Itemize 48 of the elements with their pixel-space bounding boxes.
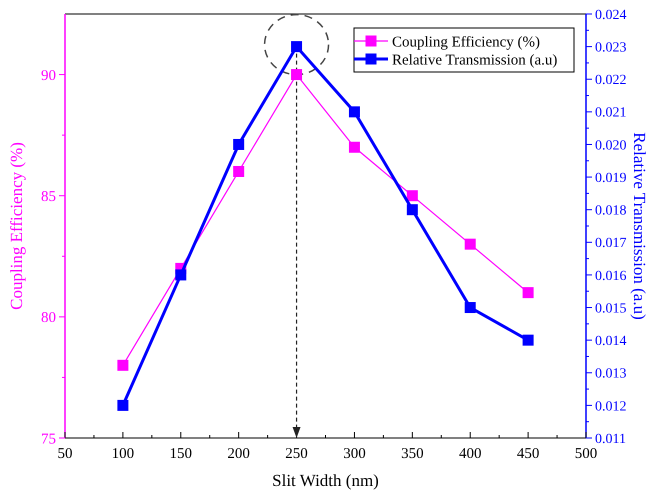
x-tick-label: 400 bbox=[458, 446, 482, 462]
point bbox=[522, 287, 534, 298]
point bbox=[117, 360, 128, 371]
x-tick-label: 100 bbox=[112, 446, 134, 462]
y2-tick-label: 0.021 bbox=[595, 106, 626, 121]
y2-tick-label: 0.024 bbox=[595, 8, 626, 23]
y2-tick-label: 0.011 bbox=[595, 432, 626, 447]
x-tick-label: 450 bbox=[516, 446, 540, 462]
y2-tick-label: 0.016 bbox=[595, 268, 626, 284]
y2-tick-label: 0.013 bbox=[595, 366, 626, 382]
x-tick-label: 250 bbox=[285, 446, 308, 462]
y2-tick-label: 0.022 bbox=[595, 73, 626, 88]
x-axis-title: Slit Width (nm) bbox=[272, 471, 379, 490]
point bbox=[348, 106, 360, 118]
x-tick-label: 350 bbox=[401, 446, 424, 462]
point bbox=[117, 400, 128, 411]
point bbox=[291, 41, 302, 52]
x-tick-label: 150 bbox=[170, 446, 192, 462]
x-tick-label: 200 bbox=[227, 446, 250, 462]
point bbox=[464, 238, 476, 250]
point bbox=[233, 166, 244, 177]
point bbox=[464, 302, 476, 314]
y2-axis-title: Relative Transmission (a.u) bbox=[630, 132, 649, 320]
legend-label: Relative Transmission (a.u) bbox=[392, 52, 558, 68]
x-tick-label: 300 bbox=[343, 446, 366, 462]
y2-tick-label: 0.020 bbox=[595, 138, 626, 154]
y-tick-label: 85 bbox=[41, 188, 56, 205]
y-tick-label: 80 bbox=[41, 310, 56, 326]
point bbox=[233, 138, 244, 150]
point bbox=[291, 69, 302, 80]
y2-tick-label: 0.014 bbox=[595, 334, 626, 350]
legend-label: Coupling Efficiency (%) bbox=[392, 34, 540, 50]
point bbox=[348, 142, 360, 153]
x-tick-label: 50 bbox=[58, 446, 72, 462]
point bbox=[175, 269, 186, 280]
y2-tick-label: 0.018 bbox=[595, 204, 626, 219]
point bbox=[406, 204, 418, 216]
y-axis-title: Coupling Efficiency (%) bbox=[7, 142, 26, 310]
y2-tick-label: 0.015 bbox=[595, 301, 626, 316]
y-tick-label: 75 bbox=[41, 431, 56, 448]
y2-tick-label: 0.012 bbox=[595, 399, 626, 414]
y2-tick-label: 0.023 bbox=[595, 40, 626, 56]
x-tick-label: 500 bbox=[574, 446, 598, 462]
point bbox=[406, 190, 418, 202]
y-tick-label: 90 bbox=[41, 68, 56, 84]
y2-tick-label: 0.019 bbox=[595, 170, 626, 186]
y2-tick-label: 0.017 bbox=[595, 236, 626, 252]
point bbox=[522, 334, 534, 346]
